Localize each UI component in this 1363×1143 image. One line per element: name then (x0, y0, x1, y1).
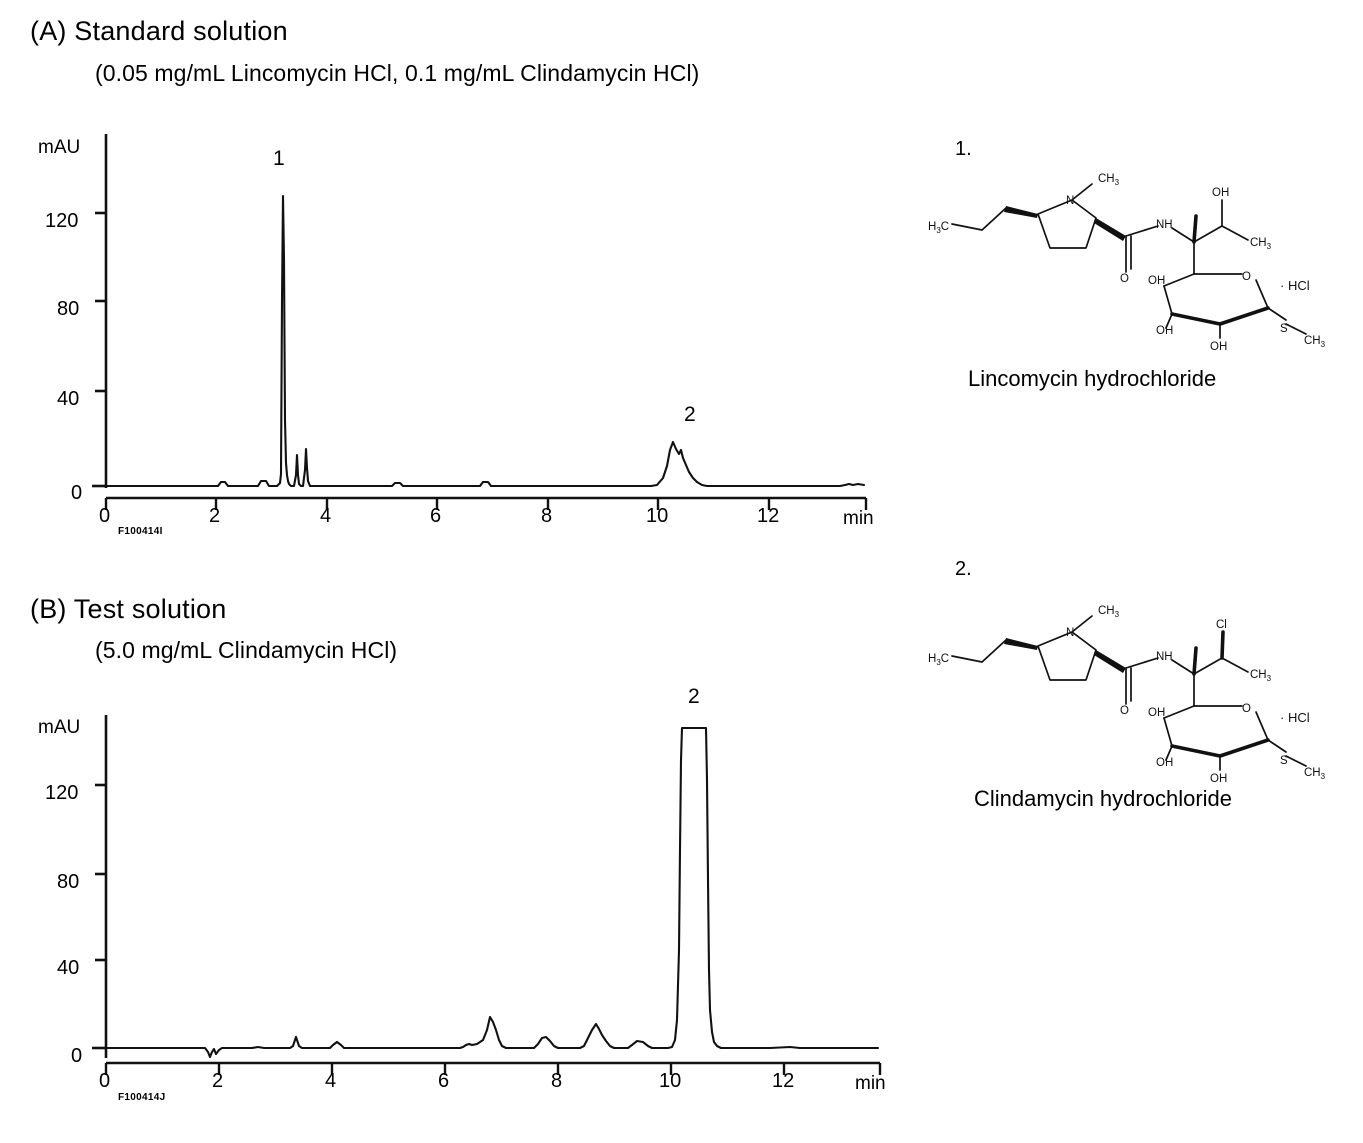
mol1-label-n: N (1066, 195, 1074, 207)
chart-a-xtick-0: 0 (99, 505, 111, 527)
chart-a-ytick-40: 40 (57, 388, 80, 410)
chart-b-xlabel: min (855, 1073, 886, 1094)
mol2-label-s: S (1280, 755, 1288, 767)
chart-b-ylabel: mAU (38, 717, 81, 738)
mol2-label-o-ring: O (1242, 703, 1251, 715)
chart-a-code: F100414I (118, 526, 163, 537)
chart-b-ytick-40: 40 (57, 957, 80, 979)
chromatogram-a: mAU 120 80 40 0 1 2 0 2 4 6 8 10 12 min … (0, 120, 910, 540)
chart-b-xtick-8: 8 (551, 1070, 563, 1092)
chromatogram-b: mAU 120 80 40 0 2 0 2 4 6 8 10 12 min F1… (0, 685, 910, 1140)
mol2-label-sch3: CH3 (1304, 767, 1326, 781)
structure-2-name: Clindamycin hydrochloride (974, 786, 1233, 811)
clindamycin-skeleton-icon: CH3 N NH Cl CH3 O O OH OH OH S CH3 H3C ·… (928, 605, 1326, 785)
mol2-label-ch3: CH3 (1098, 605, 1120, 619)
mol1-label-nh: NH (1156, 219, 1173, 231)
mol1-label-oh-top: OH (1212, 187, 1229, 199)
chart-a-plot (92, 134, 868, 510)
structure-lincomycin: 1. CH3 N NH OH (928, 138, 1350, 408)
chart-a-xtick-4: 4 (320, 505, 332, 527)
mol2-label-oh-3: OH (1210, 773, 1227, 785)
mol2-label-nh: NH (1156, 651, 1173, 663)
chart-b-xtick-10: 10 (659, 1070, 682, 1092)
chart-b-xtick-2: 2 (212, 1070, 224, 1092)
chart-b-xtick-12: 12 (772, 1070, 795, 1092)
chart-b-ytick-120: 120 (45, 782, 79, 804)
mol1-label-o-carbonyl: O (1120, 273, 1129, 285)
chart-a-xtick-6: 6 (430, 505, 442, 527)
structure-1-index: 1. (955, 138, 972, 160)
mol1-label-s: S (1280, 323, 1288, 335)
mol2-label-hcl: · HCl (1280, 710, 1310, 725)
mol2-label-cl: Cl (1216, 619, 1227, 631)
chart-b-ytick-0: 0 (71, 1045, 83, 1067)
chart-a-xtick-12: 12 (757, 505, 780, 527)
chart-b-xtick-0: 0 (99, 1070, 111, 1092)
chart-a-peak-label-1: 1 (273, 147, 285, 170)
mol1-label-oh-3: OH (1210, 341, 1227, 353)
mol2-label-n: N (1066, 627, 1074, 639)
panel-a-subtitle: (0.05 mg/mL Lincomycin HCl, 0.1 mg/mL Cl… (95, 60, 700, 86)
chart-b-code: F100414J (118, 1092, 166, 1103)
mol1-label-ch3: CH3 (1098, 173, 1120, 187)
mol1-label-oh-2: OH (1156, 325, 1173, 337)
mol1-label-h3c: H3C (928, 221, 949, 235)
mol1-label-oh-1: OH (1148, 275, 1165, 287)
mol2-label-oh-2: OH (1156, 757, 1173, 769)
chart-a-ytick-80: 80 (57, 298, 80, 320)
mol1-label-hcl: · HCl (1280, 278, 1310, 293)
panel-a-title: (A) Standard solution (30, 16, 288, 46)
structure-2-index: 2. (955, 558, 972, 580)
chart-b-xtick-4: 4 (325, 1070, 337, 1092)
chart-a-peak-label-2: 2 (684, 403, 696, 426)
chart-a-ytick-120: 120 (45, 210, 79, 232)
chart-b-plot (92, 715, 882, 1075)
chart-b-peak-label-2: 2 (688, 685, 700, 708)
mol1-label-sch3: CH3 (1304, 335, 1326, 349)
lincomycin-skeleton-icon: CH3 N NH OH CH3 O O OH OH OH S CH3 H3C ·… (928, 173, 1326, 353)
chart-b-ytick-80: 80 (57, 871, 80, 893)
mol2-label-h3c: H3C (928, 653, 949, 667)
mol2-label-o-carbonyl: O (1120, 705, 1129, 717)
panel-b-title: (B) Test solution (30, 594, 227, 624)
structure-clindamycin: 2. CH3 N NH Cl CH3 O O OH OH OH (928, 558, 1350, 828)
mol2-label-ch3-right: CH3 (1250, 669, 1272, 683)
chart-a-ylabel: mAU (38, 137, 81, 158)
chart-a-xtick-8: 8 (541, 505, 553, 527)
chart-a-xlabel: min (843, 508, 874, 529)
panel-b-subtitle: (5.0 mg/mL Clindamycin HCl) (95, 637, 398, 663)
chart-a-ytick-0: 0 (71, 482, 83, 504)
mol1-label-o-ring: O (1242, 271, 1251, 283)
mol1-label-ch3-right: CH3 (1250, 237, 1272, 251)
chart-a-xtick-10: 10 (646, 505, 669, 527)
chart-a-xtick-2: 2 (209, 505, 221, 527)
structure-1-name: Lincomycin hydrochloride (968, 366, 1217, 391)
mol2-label-oh-1: OH (1148, 707, 1165, 719)
chart-b-xtick-6: 6 (438, 1070, 450, 1092)
